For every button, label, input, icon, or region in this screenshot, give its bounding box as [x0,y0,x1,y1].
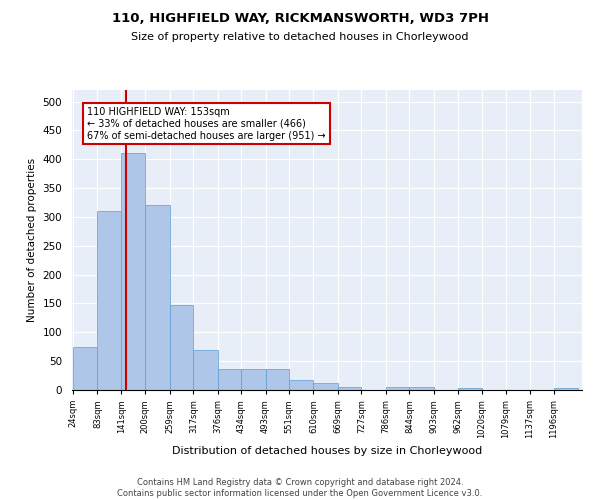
Bar [386,386,409,390]
X-axis label: Distribution of detached houses by size in Chorleywood: Distribution of detached houses by size … [172,446,482,456]
Bar [241,369,266,390]
Text: 110, HIGHFIELD WAY, RICKMANSWORTH, WD3 7PH: 110, HIGHFIELD WAY, RICKMANSWORTH, WD3 7… [112,12,488,26]
Bar [193,350,218,390]
Text: Size of property relative to detached houses in Chorleywood: Size of property relative to detached ho… [131,32,469,42]
Bar [266,369,289,390]
Bar [409,386,434,390]
Bar [458,388,482,390]
Bar [554,388,578,390]
Bar [313,383,338,390]
Bar [338,387,361,390]
Bar [145,206,170,390]
Y-axis label: Number of detached properties: Number of detached properties [27,158,37,322]
Bar [289,380,313,390]
Bar [218,369,241,390]
Text: Contains HM Land Registry data © Crown copyright and database right 2024.
Contai: Contains HM Land Registry data © Crown c… [118,478,482,498]
Text: 110 HIGHFIELD WAY: 153sqm
← 33% of detached houses are smaller (466)
67% of semi: 110 HIGHFIELD WAY: 153sqm ← 33% of detac… [87,108,326,140]
Bar [170,304,193,390]
Bar [121,154,145,390]
Bar [73,346,97,390]
Bar [97,211,121,390]
